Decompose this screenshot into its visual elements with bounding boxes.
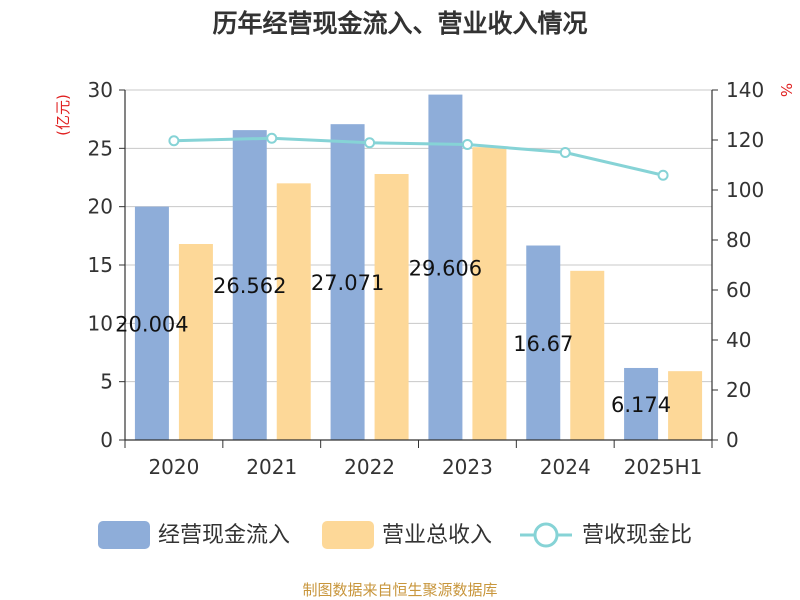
left-tick-label-25: 25 — [88, 136, 113, 160]
left-axis-unit: (亿元) — [54, 94, 72, 136]
data-labels: 20.004 26.562 27.071 29.606 16.67 6.174 — [115, 256, 671, 417]
right-tick-label-80: 80 — [726, 228, 751, 252]
legend-label-ratio: 营收现金比 — [582, 523, 692, 548]
bar-cash-inflow-2025H1 — [624, 367, 659, 440]
axes: 0 5 10 15 20 25 30 0 20 40 60 80 100 120 140 2020 2021 20… — [88, 78, 765, 479]
left-tick-label-20: 20 — [88, 195, 113, 219]
legend-label-revenue: 营业总收入 — [382, 523, 492, 548]
data-label-cash-inflow-2021: 26.562 — [213, 274, 286, 298]
left-tick-label-5: 5 — [100, 370, 113, 394]
ratio-point-2023 — [461, 139, 473, 150]
ratio-line-layer — [168, 132, 669, 181]
x-tick-label-2024: 2024 — [540, 455, 591, 479]
bar-revenue-2022 — [374, 174, 409, 440]
x-tick-label-2021: 2021 — [246, 455, 297, 479]
ratio-point-2021 — [266, 132, 278, 144]
chart-title: 历年经营现金流入、营业收入情况 — [212, 9, 587, 38]
bars — [134, 94, 703, 441]
bar-cash-inflow-2021 — [232, 130, 267, 441]
legend-label-cash-inflow: 经营现金流入 — [158, 523, 290, 548]
legend: 经营现金流入 营业总收入 营收现金比 — [98, 521, 692, 549]
bar-revenue-2024 — [570, 270, 605, 440]
left-tick-label-30: 30 — [88, 78, 113, 102]
x-tick-label-2022: 2022 — [344, 455, 395, 479]
right-axis-unit: % — [777, 83, 795, 97]
bar-cash-inflow-2020 — [134, 206, 169, 440]
right-tick-label-0: 0 — [726, 428, 739, 452]
left-tick-label-10: 10 — [88, 311, 113, 335]
right-tick-label-100: 100 — [726, 178, 764, 202]
x-tick-label-2023: 2023 — [442, 455, 493, 479]
source-note: 制图数据来自恒生聚源数据库 — [302, 581, 497, 599]
right-tick-label-60: 60 — [726, 278, 751, 302]
bar-cash-inflow-2023 — [428, 94, 463, 440]
legend-swatch-cash-inflow — [98, 521, 150, 549]
data-label-cash-inflow-2025H1: 6.174 — [611, 393, 671, 417]
data-label-cash-inflow-2022: 27.071 — [311, 271, 384, 295]
right-tick-label-120: 120 — [726, 128, 764, 152]
ratio-point-2022 — [364, 137, 376, 149]
bar-revenue-2023 — [472, 147, 507, 440]
bar-revenue-2025H1 — [668, 371, 703, 440]
bar-revenue-2020 — [178, 244, 213, 440]
legend-swatch-revenue — [322, 521, 374, 549]
right-tick-label-20: 20 — [726, 378, 751, 402]
left-tick-label-15: 15 — [88, 253, 113, 277]
left-tick-label-0: 0 — [100, 428, 113, 452]
legend-marker-ratio — [533, 522, 559, 548]
bar-cash-inflow-2022 — [330, 124, 365, 441]
ratio-point-2025H1 — [657, 169, 669, 181]
right-tick-label-140: 140 — [726, 78, 764, 102]
ratio-point-2020 — [168, 135, 180, 147]
bar-revenue-2021 — [276, 183, 311, 441]
x-tick-label-2025H1: 2025H1 — [624, 455, 703, 479]
data-label-cash-inflow-2024: 16.67 — [513, 332, 573, 356]
gridlines — [125, 89, 712, 383]
bar-cash-inflow-2024 — [526, 245, 561, 440]
data-label-cash-inflow-2023: 29.606 — [409, 256, 482, 280]
data-label-cash-inflow-2020: 20.004 — [115, 312, 188, 336]
ratio-line — [173, 136, 664, 177]
ratio-point-2024 — [559, 147, 571, 158]
x-tick-label-2020: 2020 — [148, 455, 199, 479]
right-tick-label-40: 40 — [726, 328, 751, 352]
